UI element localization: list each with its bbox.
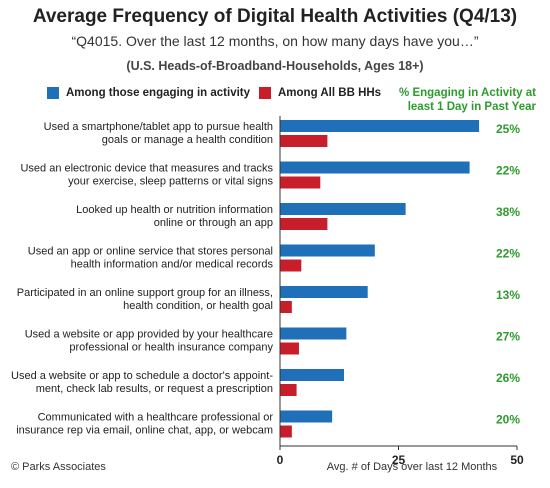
- legend-swatch-engaging: [47, 87, 59, 99]
- bar-engaging: [280, 120, 480, 132]
- bar-engaging: [280, 369, 344, 381]
- bar-all-bb-hhs: [280, 176, 321, 189]
- category-label: Communicated with a healthcare professio…: [16, 412, 273, 437]
- percent-label: 22%: [496, 247, 520, 261]
- bar-engaging: [280, 244, 375, 257]
- percent-label: 26%: [496, 371, 520, 385]
- chart-subtitle: “Q4015. Over the last 12 months, on how …: [71, 33, 479, 49]
- legend-label-all: Among All BB HHs: [278, 87, 382, 99]
- category-label: Used a smartphone/tablet app to pursue h…: [44, 121, 273, 146]
- bar-engaging: [280, 410, 333, 423]
- category-label: Participated in an online support group …: [17, 287, 273, 312]
- percent-header-line-1: % Engaging in Activity at: [399, 87, 536, 99]
- bar-all-bb-hhs: [280, 218, 328, 230]
- percent-label: 13%: [496, 288, 520, 302]
- category-label: Looked up health or nutrition informatio…: [76, 204, 273, 229]
- category-label: Used an app or online service that store…: [28, 246, 274, 271]
- percent-label: 25%: [496, 122, 520, 136]
- chart-title: Average Frequency of Digital Health Acti…: [32, 6, 518, 27]
- bar-engaging: [280, 203, 406, 215]
- x-axis-label: Avg. # of Days over last 12 Months: [326, 461, 498, 473]
- percent-label: 22%: [496, 164, 520, 178]
- footer-copyright: © Parks Associates: [11, 461, 106, 473]
- bar-engaging: [280, 327, 347, 340]
- bar-all-bb-hhs: [280, 135, 328, 147]
- bar-engaging: [280, 286, 368, 298]
- percent-label: 27%: [496, 330, 520, 344]
- legend-label-engaging: Among those engaging in activity: [66, 87, 251, 99]
- category-label: Used a website or app to schedule a doct…: [11, 370, 273, 395]
- category-label: Used an electronic device that measures …: [20, 163, 273, 188]
- bar-engaging: [280, 161, 470, 174]
- x-tick-label: 50: [510, 453, 524, 467]
- bar-all-bb-hhs: [280, 301, 292, 313]
- percent-label: 38%: [496, 205, 520, 219]
- chart-subtitle-population: (U.S. Heads-of-Broadband-Households, Age…: [126, 59, 424, 73]
- percent-header-line-2: least 1 Day in Past Year: [407, 101, 536, 113]
- category-label: Used a website or app provided by your h…: [25, 329, 274, 354]
- x-tick-label: 25: [392, 453, 406, 467]
- legend-swatch-all: [259, 87, 271, 99]
- bar-all-bb-hhs: [280, 425, 292, 438]
- legend-item-engaging: Among those engaging in activity: [47, 87, 250, 99]
- percent-column-header: % Engaging in Activity at least 1 Day in…: [386, 86, 536, 114]
- x-tick-label: 0: [277, 453, 284, 467]
- legend-item-all: Among All BB HHs: [259, 87, 381, 99]
- bar-all-bb-hhs: [280, 384, 297, 396]
- percent-label: 20%: [496, 413, 520, 427]
- bar-all-bb-hhs: [280, 259, 302, 272]
- bar-all-bb-hhs: [280, 342, 299, 355]
